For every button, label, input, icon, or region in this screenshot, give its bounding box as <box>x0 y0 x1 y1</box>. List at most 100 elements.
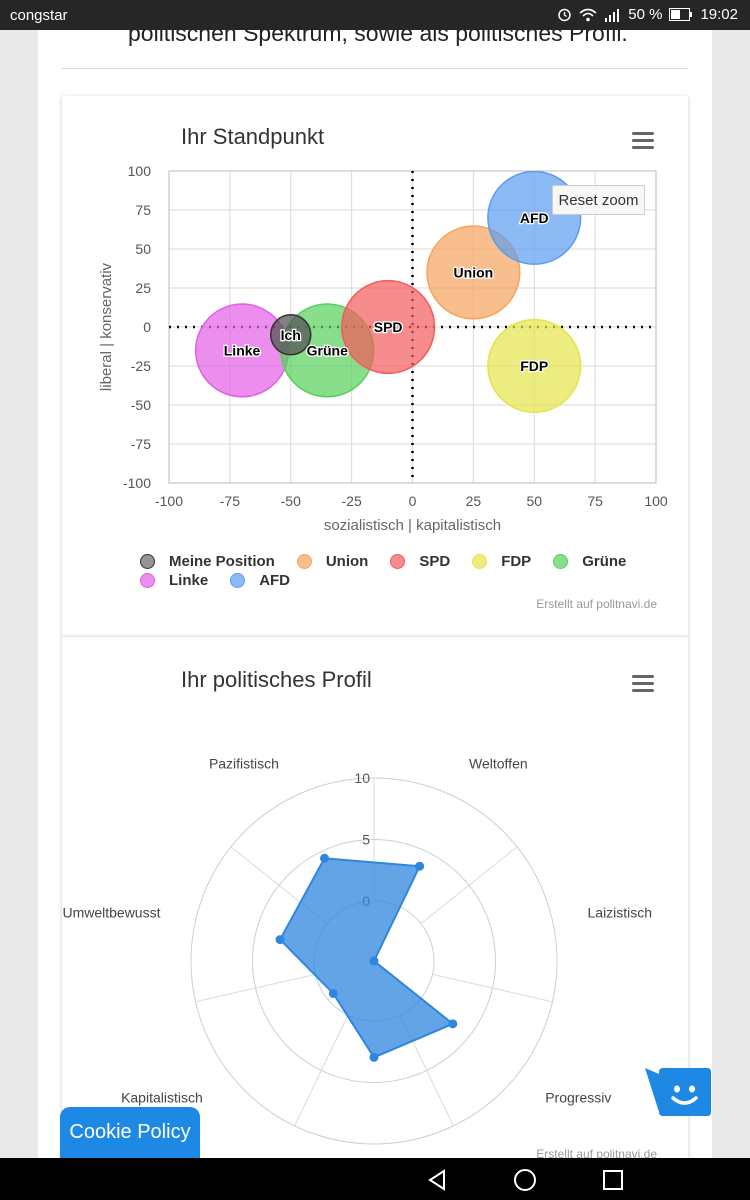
radar-category-label: Pazifistisch <box>209 756 279 772</box>
legend-item[interactable]: SPD <box>390 553 450 570</box>
y-tick-label: -75 <box>131 436 151 452</box>
android-nav-bar <box>0 1158 750 1200</box>
bubble-spd <box>341 279 436 375</box>
legend-marker <box>140 573 155 588</box>
radar-spoke <box>420 846 518 924</box>
x-tick-label: -75 <box>220 493 240 509</box>
radial-tick-label: 10 <box>354 770 370 786</box>
y-tick-label: 25 <box>135 280 151 296</box>
legend-item[interactable]: Meine Position <box>140 553 275 570</box>
page-content: politischen Spektrum, sowie als politisc… <box>38 30 712 1158</box>
reset-zoom-button[interactable]: Reset zoom <box>552 185 645 215</box>
radar-point <box>320 853 330 863</box>
x-tick-label: 100 <box>644 493 668 509</box>
standpunkt-credits[interactable]: Erstellt auf politnavi.de <box>536 597 657 611</box>
legend-marker <box>472 554 488 569</box>
legend-item[interactable]: Linke <box>140 572 208 589</box>
y-tick-label: 75 <box>135 202 151 218</box>
legend-item[interactable]: FDP <box>472 553 531 570</box>
standpunkt-legend: Meine Position Union SPD FDP Grüne Linke AFD <box>140 553 660 589</box>
radar-point <box>369 956 379 966</box>
y-tick-label: 50 <box>135 241 151 257</box>
divider <box>62 68 688 69</box>
standpunkt-chart-menu-button[interactable] <box>632 132 654 150</box>
bubble-fdp <box>487 318 582 414</box>
home-icon[interactable] <box>513 1168 537 1192</box>
x-tick-label: 0 <box>409 493 417 509</box>
bubble-label: SPD <box>374 319 403 335</box>
carrier-name: congstar <box>10 7 68 24</box>
radar-category-label: Weltoffen <box>469 756 528 772</box>
cookie-policy-button[interactable]: Cookie Policy <box>60 1107 200 1158</box>
radar-point <box>275 935 285 945</box>
signal-icon <box>605 8 620 22</box>
radar-point <box>328 988 338 998</box>
radar-area <box>278 857 455 1059</box>
profil-chart-menu-button[interactable] <box>632 675 654 693</box>
x-tick-label: 25 <box>466 493 482 509</box>
hamburger-icon <box>632 675 654 678</box>
legend-item[interactable]: AFD <box>230 572 290 589</box>
x-axis-label: sozialistisch | kapitalistisch <box>324 517 501 534</box>
bubble-ich <box>270 314 312 356</box>
legend-label: Union <box>325 553 369 570</box>
x-tick-label: -100 <box>155 493 183 509</box>
intro-text: politischen Spektrum, sowie als politisc… <box>128 30 628 46</box>
profil-radar-chart[interactable]: 0510WeltoffenLaizistischProgressivAutori… <box>62 637 688 1157</box>
legend-marker <box>296 554 312 569</box>
x-tick-label: -25 <box>342 493 362 509</box>
profil-chart-title: Ihr politisches Profil <box>181 667 372 692</box>
legend-marker <box>390 554 406 569</box>
standpunkt-scatter-chart[interactable]: -100 -75 -50 -25 0 25 50 75 100 100 75 50 25 0 -25 -50 -… <box>62 96 688 556</box>
radar-point <box>415 861 425 871</box>
bubble-label: Union <box>454 264 494 280</box>
chatbot-icon[interactable] <box>645 1068 711 1116</box>
y-tick-label: 0 <box>143 319 151 335</box>
radar-spoke <box>195 973 316 1003</box>
radar-point <box>369 1052 379 1062</box>
y-tick-label: -50 <box>131 397 151 413</box>
alarm-icon <box>558 8 571 22</box>
hamburger-icon <box>632 132 654 135</box>
recents-icon[interactable] <box>602 1169 624 1191</box>
legend-label: AFD <box>259 572 291 589</box>
bubble-label: FDP <box>520 358 548 374</box>
legend-marker <box>140 554 155 569</box>
legend-label: SPD <box>419 553 451 570</box>
radar-category-label: Laizistisch <box>588 904 653 920</box>
bubble-label: AFD <box>520 210 549 226</box>
battery-percent: 50 % <box>628 6 663 23</box>
radar-spoke <box>294 1014 349 1127</box>
profil-credits[interactable]: Erstellt auf politnavi.de <box>536 1147 657 1158</box>
status-bar: congstar 50 % 19:02 <box>0 0 750 30</box>
y-axis-label: liberal | konservativ <box>98 262 115 391</box>
bubble-union <box>426 225 521 320</box>
hamburger-icon <box>632 146 654 149</box>
y-tick-label: 100 <box>128 163 152 179</box>
bubble-label: Linke <box>224 342 261 358</box>
clock: 19:02 <box>700 6 738 23</box>
legend-label: Grüne <box>582 553 627 570</box>
bubble-group <box>194 171 582 414</box>
radar-category-label: Progressiv <box>545 1090 611 1106</box>
radar-category-label: Umweltbewusst <box>62 904 160 920</box>
profil-card: Ihr politisches Profil 0510WeltoffenLaiz… <box>62 636 688 1158</box>
bubble-label: Ich <box>281 327 301 343</box>
legend-label: FDP <box>501 553 532 570</box>
radar-category-label: Kapitalistisch <box>121 1090 203 1106</box>
legend-item[interactable]: Union <box>296 553 369 570</box>
radial-tick-label: 5 <box>362 832 370 848</box>
y-tick-label: -100 <box>123 475 151 491</box>
standpunkt-chart-title: Ihr Standpunkt <box>181 124 325 149</box>
x-tick-label: -50 <box>281 493 301 509</box>
back-icon[interactable] <box>426 1169 448 1191</box>
y-tick-label: -25 <box>131 358 151 374</box>
bubble-label: Grüne <box>307 342 348 358</box>
legend-marker <box>553 554 569 569</box>
hamburger-icon <box>632 682 654 685</box>
hamburger-icon <box>632 689 654 692</box>
legend-item[interactable]: Grüne <box>553 553 626 570</box>
radar-point <box>448 1019 458 1029</box>
x-tick-label: 50 <box>526 493 542 509</box>
battery-icon <box>669 8 693 21</box>
